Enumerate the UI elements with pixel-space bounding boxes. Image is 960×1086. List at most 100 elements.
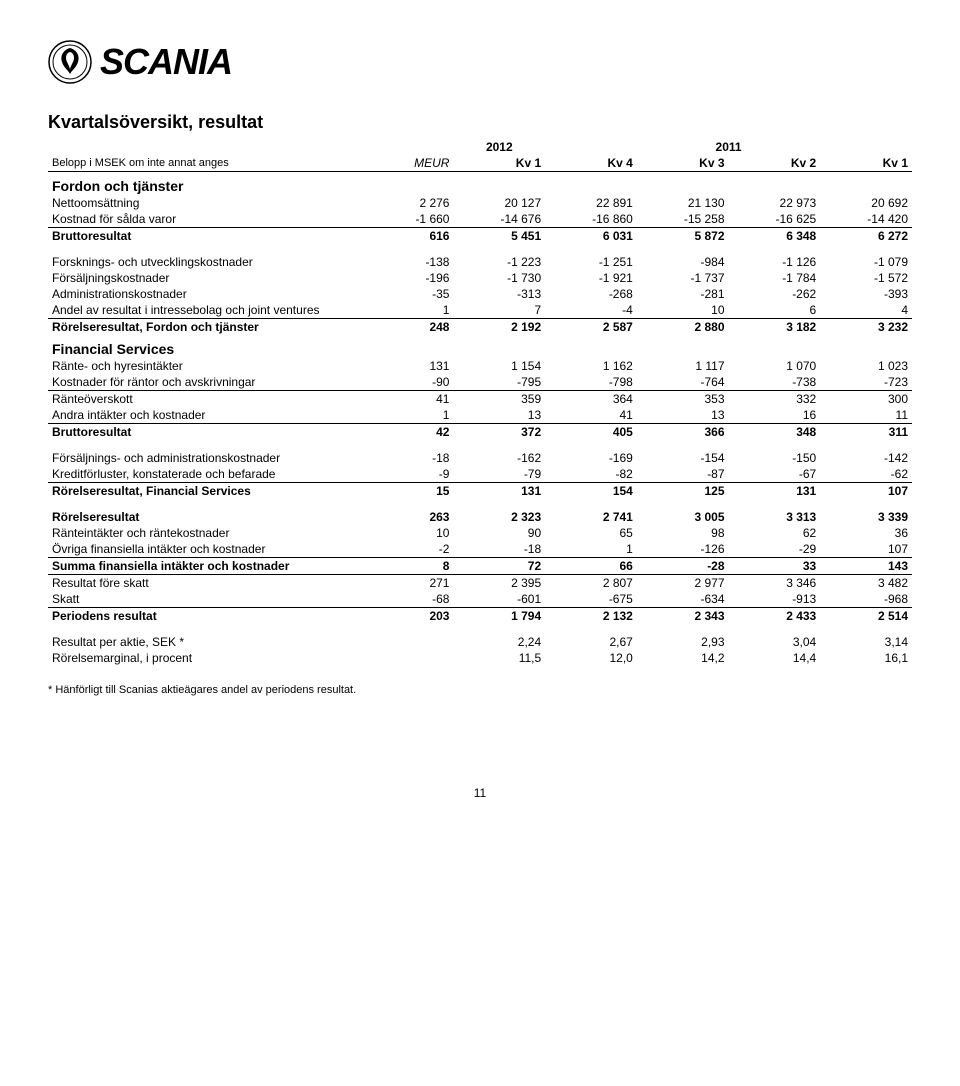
table-cell: 22 891: [545, 195, 637, 211]
table-cell: -79: [453, 466, 545, 483]
table-cell: Kostnader för räntor och avskrivningar: [48, 374, 382, 391]
table-cell: 2 132: [545, 608, 637, 625]
table-cell: [545, 499, 637, 509]
table-cell: [453, 244, 545, 254]
table-cell: [48, 499, 382, 509]
table-cell: Administrationskostnader: [48, 286, 382, 302]
table-cell: 203: [382, 608, 453, 625]
table-cell: 271: [382, 575, 453, 592]
page-number: 11: [48, 786, 912, 800]
table-cell: 2 977: [637, 575, 729, 592]
table-cell: 3 339: [820, 509, 912, 525]
table-cell: -268: [545, 286, 637, 302]
table-row: Andra intäkter och kostnader11341131611: [48, 407, 912, 424]
table-cell: -162: [453, 450, 545, 466]
table-cell: Kv 1: [453, 155, 545, 172]
table-cell: [637, 244, 729, 254]
table-cell: 1 117: [637, 358, 729, 374]
table-cell: 248: [382, 319, 453, 336]
table-cell: Summa finansiella intäkter och kostnader: [48, 558, 382, 575]
table-cell: -1 737: [637, 270, 729, 286]
table-cell: -634: [637, 591, 729, 608]
table-cell: [820, 440, 912, 450]
table-cell: 107: [820, 483, 912, 500]
table-cell: [382, 624, 453, 634]
table-row: Kostnader för räntor och avskrivningar-9…: [48, 374, 912, 391]
table-cell: 1 023: [820, 358, 912, 374]
table-cell: Övriga finansiella intäkter och kostnade…: [48, 541, 382, 558]
table-cell: 1 154: [453, 358, 545, 374]
table-cell: 107: [820, 541, 912, 558]
table-cell: 3 182: [729, 319, 821, 336]
table-cell: -142: [820, 450, 912, 466]
table-cell: 2012: [453, 139, 545, 155]
table-cell: 21 130: [637, 195, 729, 211]
table-cell: 332: [729, 391, 821, 408]
table-row: [48, 244, 912, 254]
table-cell: -16 860: [545, 211, 637, 228]
table-cell: Kv 1: [820, 155, 912, 172]
table-row: [48, 624, 912, 634]
table-cell: -1 223: [453, 254, 545, 270]
table-cell: 22 973: [729, 195, 821, 211]
table-cell: [545, 244, 637, 254]
table-cell: 42: [382, 424, 453, 441]
table-cell: Kv 4: [545, 155, 637, 172]
table-cell: 1: [382, 407, 453, 424]
table-cell: 2 587: [545, 319, 637, 336]
table-cell: 154: [545, 483, 637, 500]
brand-logo: SCANIA: [48, 40, 912, 84]
table-cell: 143: [820, 558, 912, 575]
table-cell: Forsknings- och utvecklingskostnader: [48, 254, 382, 270]
table-cell: Ränte- och hyresintäkter: [48, 358, 382, 374]
table-cell: Rörelseresultat: [48, 509, 382, 525]
table-cell: 6 031: [545, 228, 637, 245]
table-cell: 33: [729, 558, 821, 575]
table-cell: 2011: [545, 139, 912, 155]
table-cell: 16,1: [820, 650, 912, 666]
table-cell: 131: [453, 483, 545, 500]
table-cell: Kv 3: [637, 155, 729, 172]
table-cell: [382, 139, 453, 155]
table-cell: 1 794: [453, 608, 545, 625]
table-row: Rörelseresultat, Fordon och tjänster2482…: [48, 319, 912, 336]
table-cell: 41: [382, 391, 453, 408]
table-row: Rörelsemarginal, i procent11,512,014,214…: [48, 650, 912, 666]
table-cell: 3 232: [820, 319, 912, 336]
table-row: Kreditförluster, konstaterade och befara…: [48, 466, 912, 483]
table-row: Bruttoresultat6165 4516 0315 8726 3486 2…: [48, 228, 912, 245]
table-cell: [453, 624, 545, 634]
table-cell: -1 079: [820, 254, 912, 270]
table-cell: Kv 2: [729, 155, 821, 172]
table-cell: 2 741: [545, 509, 637, 525]
table-cell: -28: [637, 558, 729, 575]
table-row: Periodens resultat2031 7942 1322 3432 43…: [48, 608, 912, 625]
table-cell: 98: [637, 525, 729, 541]
table-cell: -1 730: [453, 270, 545, 286]
table-row: [48, 440, 912, 450]
table-cell: 131: [382, 358, 453, 374]
table-cell: Bruttoresultat: [48, 424, 382, 441]
table-cell: Rörelsemarginal, i procent: [48, 650, 382, 666]
table-cell: Rörelseresultat, Financial Services: [48, 483, 382, 500]
table-row: Rörelseresultat2632 3232 7413 0053 3133 …: [48, 509, 912, 525]
table-cell: 3,04: [729, 634, 821, 650]
table-cell: [637, 624, 729, 634]
table-cell: 2 276: [382, 195, 453, 211]
table-cell: 15: [382, 483, 453, 500]
table-cell: 1 162: [545, 358, 637, 374]
table-cell: 14,4: [729, 650, 821, 666]
table-cell: 348: [729, 424, 821, 441]
table-cell: 72: [453, 558, 545, 575]
table-cell: [48, 244, 382, 254]
table-cell: Kreditförluster, konstaterade och befara…: [48, 466, 382, 483]
table-cell: [729, 244, 821, 254]
table-cell: 4: [820, 302, 912, 319]
table-cell: 131: [729, 483, 821, 500]
table-cell: -196: [382, 270, 453, 286]
table-cell: -150: [729, 450, 821, 466]
table-cell: 90: [453, 525, 545, 541]
table-cell: -29: [729, 541, 821, 558]
table-cell: 11: [820, 407, 912, 424]
table-row: Övriga finansiella intäkter och kostnade…: [48, 541, 912, 558]
